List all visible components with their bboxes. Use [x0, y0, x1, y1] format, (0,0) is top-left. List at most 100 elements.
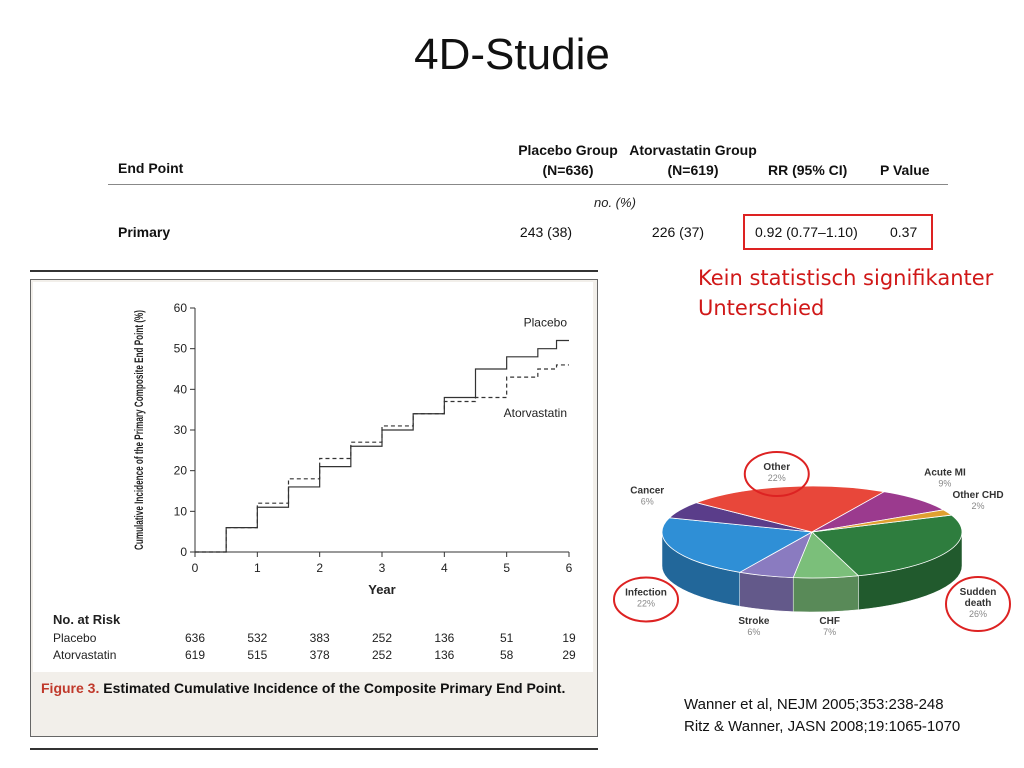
risk-value: 532 [247, 631, 267, 645]
risk-table-title: No. at Risk [53, 612, 121, 627]
cell-p: 0.37 [890, 224, 918, 240]
x-tick-label: 0 [192, 561, 199, 575]
series-label-placebo: Placebo [524, 316, 568, 330]
x-tick-label: 3 [379, 561, 386, 575]
risk-value: 58 [500, 648, 514, 662]
pie-label-text: Cancer [630, 485, 664, 496]
pie-label-text: CHF [819, 616, 840, 627]
pie-label-text: Sudden [960, 587, 997, 598]
risk-value: 383 [310, 631, 330, 645]
header-p: P Value [880, 162, 930, 178]
series-line-placebo [195, 339, 569, 553]
pie-slice-sudden-death [811, 514, 963, 577]
pie-label-pct: 26% [969, 609, 987, 619]
series-label-atorvastatin: Atorvastatin [504, 406, 567, 420]
header-placebo: Placebo Group [518, 142, 618, 158]
pie-label-pct: 22% [768, 473, 786, 483]
x-tick-label: 2 [316, 561, 323, 575]
reference-1: Wanner et al, NEJM 2005;353:238-248 [684, 696, 944, 713]
cell-placebo: 243 (38) [519, 224, 573, 240]
pie-label-pct: 22% [637, 598, 655, 608]
caption-label: Figure 3. [41, 680, 100, 696]
pie-label-text: Acute MI [924, 467, 966, 478]
series-line-atorvastatin [195, 364, 569, 553]
y-tick-label: 60 [174, 301, 188, 315]
pie-label-pct: 6% [747, 627, 760, 637]
x-tick-label: 4 [441, 561, 448, 575]
risk-value: 29 [562, 648, 576, 662]
risk-value: 19 [562, 631, 576, 645]
pie-chart: Suddendeath26%CHF7%Stroke6%Infection22%C… [613, 451, 1011, 637]
pie-slice-other [695, 485, 886, 533]
y-axis-label: Cumulative Incidence of the Primary Comp… [132, 310, 146, 550]
pie-label-acute-mi: Acute MI9% [924, 467, 966, 488]
header-placebo-n: (N=636) [542, 162, 594, 178]
risk-value: 636 [185, 631, 205, 645]
reference-2: Ritz & Wanner, JASN 2008;19:1065-1070 [684, 718, 961, 735]
pie-label-text: Infection [625, 587, 667, 598]
caption-text: Estimated Cumulative Incidence of the Co… [103, 680, 566, 696]
pie-label-highlight [613, 576, 679, 623]
y-tick-label: 30 [174, 423, 188, 437]
x-axis-label: Year [368, 582, 395, 597]
pie-label-highlight [743, 451, 810, 497]
table-divider [108, 184, 948, 185]
figure-panel: 0 10 20 30 40 50 60 0 1 2 3 4 5 6 Year Cumulative Incid… [30, 279, 598, 737]
risk-value: 619 [185, 648, 205, 662]
pie-slice-acute-mi [811, 491, 945, 533]
cause-of-death-pie: Sudden death 26% CHF 7% Stroke 6% Infection 22% C… [612, 440, 1012, 640]
pie-label-pct: 2% [971, 501, 984, 511]
x-tick-label: 6 [566, 561, 573, 575]
pie-side-stroke [739, 572, 794, 612]
x-tick-label: 5 [503, 561, 510, 575]
figure-plot-area: 0 10 20 30 40 50 60 0 1 2 3 4 5 6 Year Cumulative Incid… [33, 282, 593, 672]
callout-line-1: Kein statistisch signifikanter [698, 266, 994, 290]
header-rr: RR (95% CI) [768, 162, 848, 178]
pie-label-pct: 9% [938, 478, 951, 488]
risk-value: 252 [372, 631, 392, 645]
pie-label-text: Other CHD [952, 490, 1003, 501]
pie-label-highlight [945, 576, 1011, 633]
y-tick-label: 10 [174, 504, 188, 518]
slide-title: 4D-Studie [414, 30, 610, 79]
y-tick-label: 20 [174, 464, 188, 478]
figure-frame: 0 10 20 30 40 50 60 0 1 2 3 4 5 6 Year Cumulative Incid… [30, 270, 598, 750]
risk-value: 515 [247, 648, 267, 662]
risk-value: 136 [434, 648, 454, 662]
risk-value: 252 [372, 648, 392, 662]
row-label-primary: Primary [118, 224, 171, 240]
units-label: no. (%) [594, 195, 636, 210]
cell-atorvastatin: 226 (37) [651, 224, 705, 240]
risk-row-label: Placebo [53, 631, 97, 645]
results-table: End Point Placebo Group (N=636) Atorvast… [108, 132, 948, 257]
y-tick-label: 40 [174, 382, 188, 396]
references: Wanner et al, NEJM 2005;353:238-248 Ritz… [684, 694, 1014, 738]
pie-label-pct: 7% [823, 627, 836, 637]
figure-caption: Figure 3. Estimated Cumulative Incidence… [41, 678, 571, 698]
header-end-point: End Point [118, 160, 184, 176]
y-tick-label: 0 [180, 545, 187, 559]
header-atorva: Atorvastatin Group [629, 142, 757, 158]
pie-label-text: Other [763, 462, 790, 473]
x-tick-label: 1 [254, 561, 261, 575]
cell-rr: 0.92 (0.77–1.10) [755, 224, 858, 240]
significance-callout: Kein statistisch signifikanter Unterschi… [698, 263, 1008, 323]
y-tick-label: 50 [174, 342, 188, 356]
pie-side-chf [792, 575, 859, 613]
pie-slice-infection [661, 517, 814, 573]
risk-value: 136 [434, 631, 454, 645]
km-chart: 0 10 20 30 40 50 60 0 1 2 3 4 5 6 Year Cumulative Incid… [53, 301, 576, 662]
result-highlight-box [743, 214, 933, 250]
pie-label-text: Stroke [738, 616, 770, 627]
risk-value: 51 [500, 631, 514, 645]
pie-label-pct: 6% [641, 496, 654, 506]
pie-label-text: death [965, 598, 992, 609]
header-atorva-n: (N=619) [667, 162, 719, 178]
pie-slice-other-chd [811, 509, 953, 533]
